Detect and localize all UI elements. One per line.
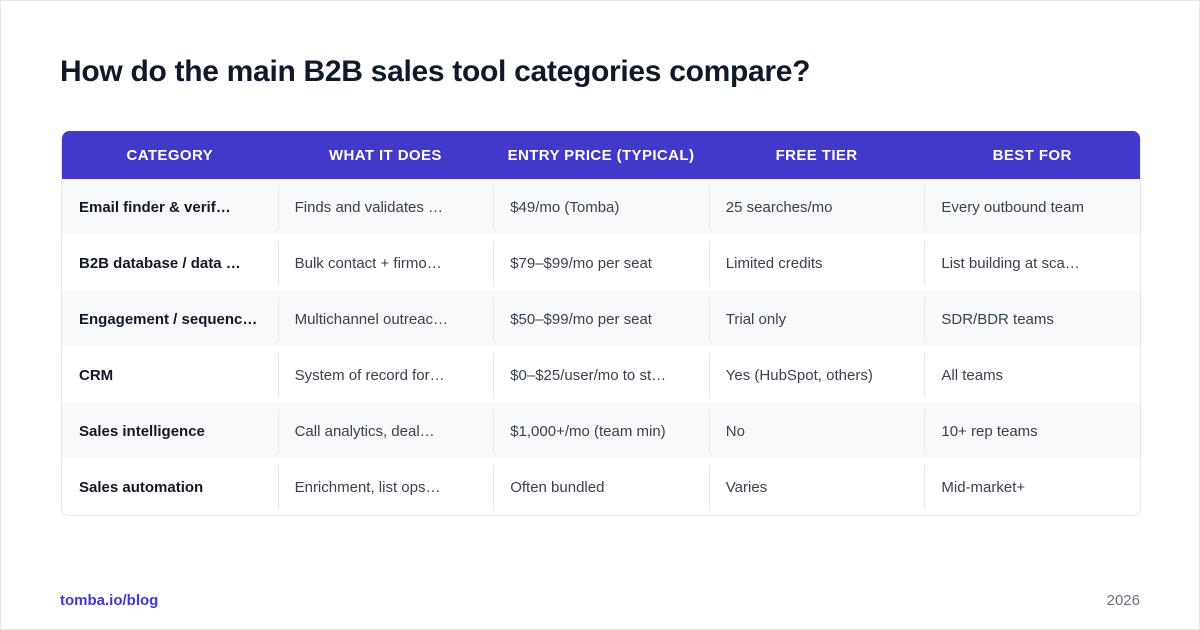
column-header: WHAT IT DOES <box>328 146 442 164</box>
table-cell: 25 searches/mo <box>708 179 925 235</box>
table-cell: Engagement / sequenc… <box>79 310 258 328</box>
table-cell: All teams <box>924 347 1140 403</box>
table-cell: $50–$99/mo per seat <box>493 291 709 347</box>
table-row: Sales automation Enrichment, list ops… Oft… <box>62 459 1140 515</box>
table-cell: Sales intelligence <box>79 422 205 440</box>
table-cell: $49/mo (Tomba) <box>493 179 709 235</box>
column-header: CATEGORY <box>126 146 214 164</box>
title: How do the main B2B sales tool categorie… <box>60 55 811 88</box>
table-cell: Often bundled <box>493 459 709 515</box>
table-cell: Finds and validates … <box>277 179 494 235</box>
table-cell: Yes (HubSpot, others) <box>708 347 925 403</box>
header-row: CATEGORY WHAT IT DOES ENTRY PRICE (TYPICAL… <box>62 131 1140 179</box>
table-cell: Multichannel outreac… <box>277 291 494 347</box>
table-cell: $0–$25/user/mo to st… <box>493 347 709 403</box>
table-cell: CRM <box>79 366 114 384</box>
table-cell: No <box>708 403 925 459</box>
table-cell: Varies <box>708 459 925 515</box>
table-cell: SDR/BDR teams <box>924 291 1140 347</box>
table-cell: $79–$99/mo per seat <box>493 235 709 291</box>
comparison-table: CATEGORY WHAT IT DOES ENTRY PRICE (TYPICAL… <box>61 131 1141 516</box>
table-row: Sales intelligence Call analytics, deal… $… <box>62 403 1140 459</box>
table-body: Email finder & verif… Finds and validates… <box>62 179 1140 515</box>
table-cell: B2B database / data … <box>79 254 241 272</box>
table-cell: $1,000+/mo (team min) <box>493 403 709 459</box>
table-cell: Sales automation <box>79 478 204 496</box>
table-cell: Bulk contact + firmo… <box>277 235 494 291</box>
year: 2026 <box>1106 592 1140 609</box>
table-cell: Trial only <box>708 291 925 347</box>
table-cell: List building at sca… <box>924 235 1140 291</box>
table-row: Email finder & verif… Finds and validates… <box>62 179 1140 235</box>
table-cell: System of record for… <box>277 347 494 403</box>
table-row: CRM System of record for… $0–$25/user/mo t… <box>62 347 1140 403</box>
table-row: B2B database / data … Bulk contact + firm… <box>62 235 1140 291</box>
column-header: BEST FOR <box>992 146 1072 164</box>
table-cell: Every outbound team <box>924 179 1140 235</box>
source[interactable]: tomba.io/blog <box>60 592 159 609</box>
table-row: Engagement / sequenc… Multichannel outrea… <box>62 291 1140 347</box>
table-cell: Mid-market+ <box>924 459 1140 515</box>
table-cell: Limited credits <box>708 235 925 291</box>
column-header: ENTRY PRICE (TYPICAL) <box>507 146 695 164</box>
table-cell: Enrichment, list ops… <box>277 459 494 515</box>
column-header: FREE TIER <box>775 146 858 164</box>
table-cell: Call analytics, deal… <box>277 403 494 459</box>
table-cell: 10+ rep teams <box>924 403 1140 459</box>
table-cell: Email finder & verif… <box>79 198 231 216</box>
